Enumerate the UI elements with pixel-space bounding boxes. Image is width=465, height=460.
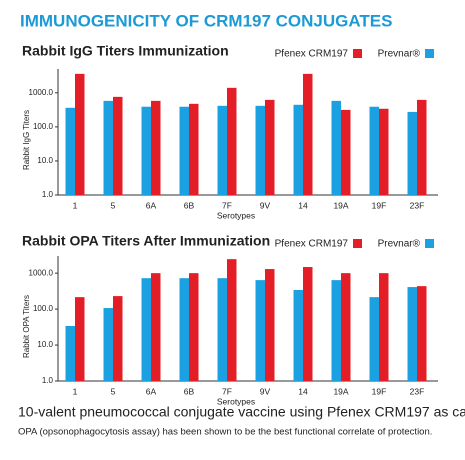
bar: [293, 104, 303, 195]
bar: [113, 296, 123, 381]
x-tick-label: 7F: [222, 200, 232, 210]
x-tick-label: 7F: [222, 386, 232, 396]
bar: [265, 99, 275, 195]
y-axis-label: Rabbit IgG Titers: [22, 110, 31, 170]
chart-title: Rabbit IgG Titers Immunization: [22, 43, 229, 59]
x-tick-label: 6B: [184, 386, 195, 396]
legend-swatch: [425, 49, 434, 58]
x-tick-label: 19F: [372, 200, 387, 210]
legend-label: Prevnar®: [378, 49, 421, 60]
bar: [75, 73, 85, 195]
x-tick-label: 9V: [260, 200, 271, 210]
y-tick-label: 10.0: [37, 340, 53, 349]
bar: [227, 259, 237, 381]
bar: [65, 325, 75, 381]
y-tick-label: 10.0: [37, 156, 53, 165]
bar: [179, 106, 189, 195]
bar: [113, 96, 123, 195]
x-tick-label: 19A: [333, 200, 348, 210]
y-tick-label: 1.0: [42, 190, 54, 199]
legend-label: Prevnar®: [378, 239, 421, 250]
bar: [303, 267, 313, 381]
x-tick-label: 19A: [333, 386, 348, 396]
bar: [407, 287, 417, 381]
chart-title: Rabbit OPA Titers After Immunization: [22, 233, 270, 249]
bar: [407, 111, 417, 195]
bar: [151, 273, 161, 381]
x-tick-label: 19F: [372, 386, 387, 396]
page-title: IMMUNOGENICITY OF CRM197 CONJUGATES: [20, 11, 392, 30]
x-tick-label: 23F: [410, 386, 425, 396]
x-tick-label: 23F: [410, 200, 425, 210]
bar: [103, 100, 113, 195]
legend-swatch: [353, 49, 362, 58]
bar: [75, 297, 85, 381]
y-tick-label: 1000.0: [29, 268, 54, 277]
legend-swatch: [425, 239, 434, 248]
y-tick-label: 100.0: [33, 122, 54, 131]
x-axis-label: Serotypes: [217, 210, 255, 220]
x-axis-label: Serotypes: [217, 396, 255, 406]
bar: [217, 278, 227, 381]
bar: [255, 105, 265, 195]
bar: [369, 297, 379, 381]
x-tick-label: 14: [298, 200, 308, 210]
bar: [217, 105, 227, 195]
bar: [141, 106, 151, 195]
bar: [417, 99, 427, 195]
bar: [369, 106, 379, 195]
x-tick-label: 6B: [184, 200, 195, 210]
legend-label: Pfenex CRM197: [275, 49, 349, 60]
bar: [103, 308, 113, 381]
x-tick-label: 6A: [146, 200, 157, 210]
bar: [331, 100, 341, 195]
bar: [341, 273, 351, 381]
bar: [265, 269, 275, 381]
legend-swatch: [353, 239, 362, 248]
x-tick-label: 5: [111, 386, 116, 396]
y-axis-label: Rabbit OPA Titers: [22, 295, 31, 358]
bar: [379, 108, 389, 195]
caption: 10-valent pneumococcal conjugate vaccine…: [18, 404, 465, 420]
bar: [417, 286, 427, 381]
bar: [255, 280, 265, 381]
bar: [141, 278, 151, 381]
bar: [189, 103, 199, 195]
bar: [179, 278, 189, 381]
y-tick-label: 1.0: [42, 376, 54, 385]
bar: [151, 100, 161, 195]
bar: [227, 87, 237, 195]
x-tick-label: 14: [298, 386, 308, 396]
bar: [303, 73, 313, 195]
legend-label: Pfenex CRM197: [275, 239, 349, 250]
bar: [189, 273, 199, 381]
note: OPA (opsonophagocytosis assay) has been …: [18, 427, 432, 438]
bar: [293, 289, 303, 381]
bar: [379, 273, 389, 381]
bar: [341, 109, 351, 195]
bar: [331, 280, 341, 381]
x-tick-label: 5: [111, 200, 116, 210]
x-tick-label: 9V: [260, 386, 271, 396]
x-tick-label: 1: [73, 200, 78, 210]
x-tick-label: 1: [73, 386, 78, 396]
y-tick-label: 100.0: [33, 304, 54, 313]
bar: [65, 107, 75, 195]
y-tick-label: 1000.0: [29, 88, 54, 97]
x-tick-label: 6A: [146, 386, 157, 396]
